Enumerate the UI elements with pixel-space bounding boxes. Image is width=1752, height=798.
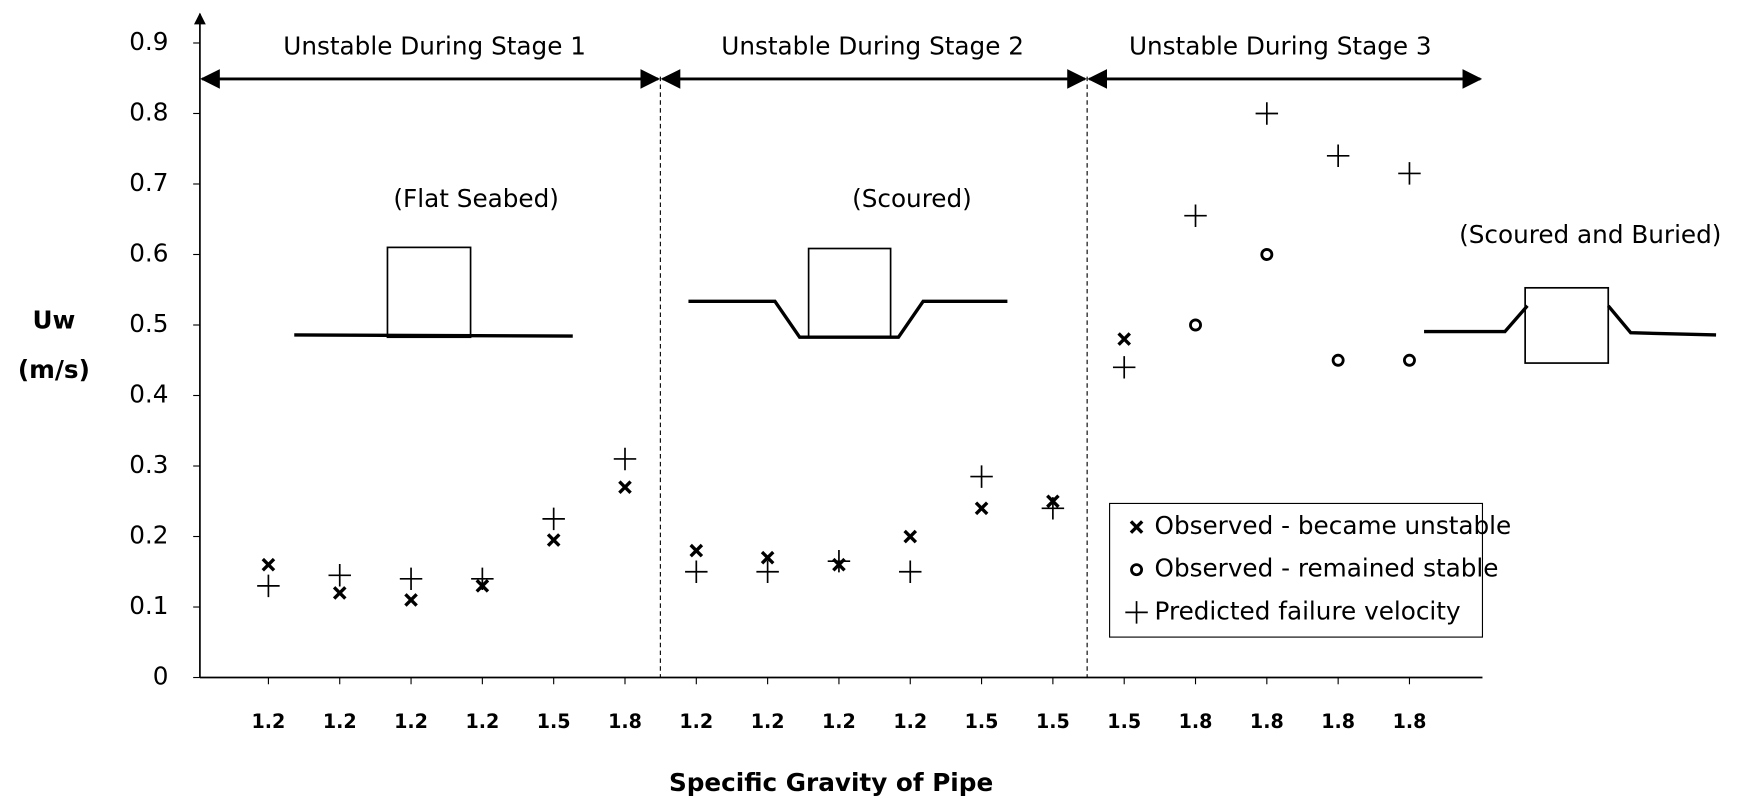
x-tick-label: 1.8 (1393, 710, 1427, 733)
y-tick-label: 0.8 (129, 97, 168, 126)
data-point (1117, 332, 1132, 346)
y-tick-label: 0.1 (129, 591, 168, 620)
y-tick-label: 0.6 (129, 238, 168, 267)
stage-label: Unstable During Stage 1 (283, 31, 586, 60)
data-point (974, 501, 989, 516)
x-tick-label: 1.2 (323, 710, 357, 733)
data-point (332, 586, 347, 600)
x-tick-label: 1.2 (893, 710, 927, 733)
x-tick-label: 1.8 (1179, 710, 1213, 733)
legend-marker (1129, 520, 1144, 534)
x-tick-label: 1.2 (822, 710, 856, 733)
condition-label: (Scoured and Buried) (1459, 220, 1721, 249)
data-point (899, 560, 922, 583)
data-point (970, 465, 993, 488)
x-tick-label: 1.5 (1036, 710, 1070, 733)
x-tick-label: 1.8 (1321, 710, 1355, 733)
data-point (1041, 497, 1065, 520)
y-axis-label: Uw (32, 306, 75, 335)
x-tick-label: 1.8 (608, 710, 642, 733)
legend-label: Observed - remained stable (1155, 554, 1499, 583)
stage-label: Unstable During Stage 3 (1129, 31, 1432, 60)
y-tick-label: 0.7 (129, 168, 168, 197)
data-point (1326, 144, 1350, 168)
condition-label: (Scoured) (852, 184, 972, 213)
x-tick-label: 1.5 (537, 710, 571, 733)
data-point (471, 567, 494, 591)
y-tick-label: 0.2 (129, 521, 168, 550)
data-point (760, 550, 775, 565)
data-point (399, 567, 423, 591)
data-point (1184, 204, 1207, 227)
x-tick-label: 1.5 (1107, 710, 1141, 733)
data-point (1255, 102, 1279, 125)
condition-label: (Flat Seabed) (393, 184, 559, 213)
data-point (1189, 318, 1202, 332)
data-point (685, 560, 708, 583)
x-tick-label: 1.8 (1250, 710, 1284, 733)
legend (1109, 502, 1484, 638)
data-point (1260, 248, 1274, 261)
x-tick-label: 1.5 (965, 710, 999, 733)
data-point (1403, 353, 1416, 367)
data-point (689, 543, 704, 558)
legend-label: Observed - became unstable (1155, 511, 1512, 540)
x-tick-label: 1.2 (252, 710, 286, 733)
legend-marker (1130, 563, 1144, 577)
data-point (261, 557, 276, 572)
y-tick-label: 0.4 (129, 380, 168, 409)
data-point (546, 533, 561, 547)
x-axis-label: Specific Gravity of Pipe (669, 768, 993, 797)
y-tick-label: 0 (153, 662, 169, 691)
x-tick-label: 1.2 (679, 710, 713, 733)
data-point (328, 564, 351, 587)
x-tick-label: 1.2 (751, 710, 785, 733)
legend-label: Predicted failure velocity (1155, 596, 1461, 625)
pipe-sketch (294, 246, 1717, 364)
data-point (1398, 162, 1421, 185)
y-axis-label: (m/s) (18, 355, 90, 384)
legend-marker (1125, 601, 1148, 624)
data-point (756, 560, 779, 583)
data-point (404, 593, 418, 607)
stage-label: Unstable During Stage 2 (721, 31, 1024, 60)
data-point (1331, 353, 1345, 367)
data-point (618, 480, 632, 494)
data-point (903, 529, 918, 544)
x-tick-label: 1.2 (394, 710, 428, 733)
data-point (1112, 356, 1136, 379)
data-point (613, 447, 637, 471)
y-tick-label: 0.5 (129, 309, 168, 338)
data-point (542, 507, 565, 531)
data-point (827, 549, 851, 573)
y-tick-label: 0.3 (129, 450, 168, 479)
y-tick-label: 0.9 (129, 27, 168, 56)
data-point (257, 574, 280, 598)
x-tick-label: 1.2 (465, 710, 499, 733)
